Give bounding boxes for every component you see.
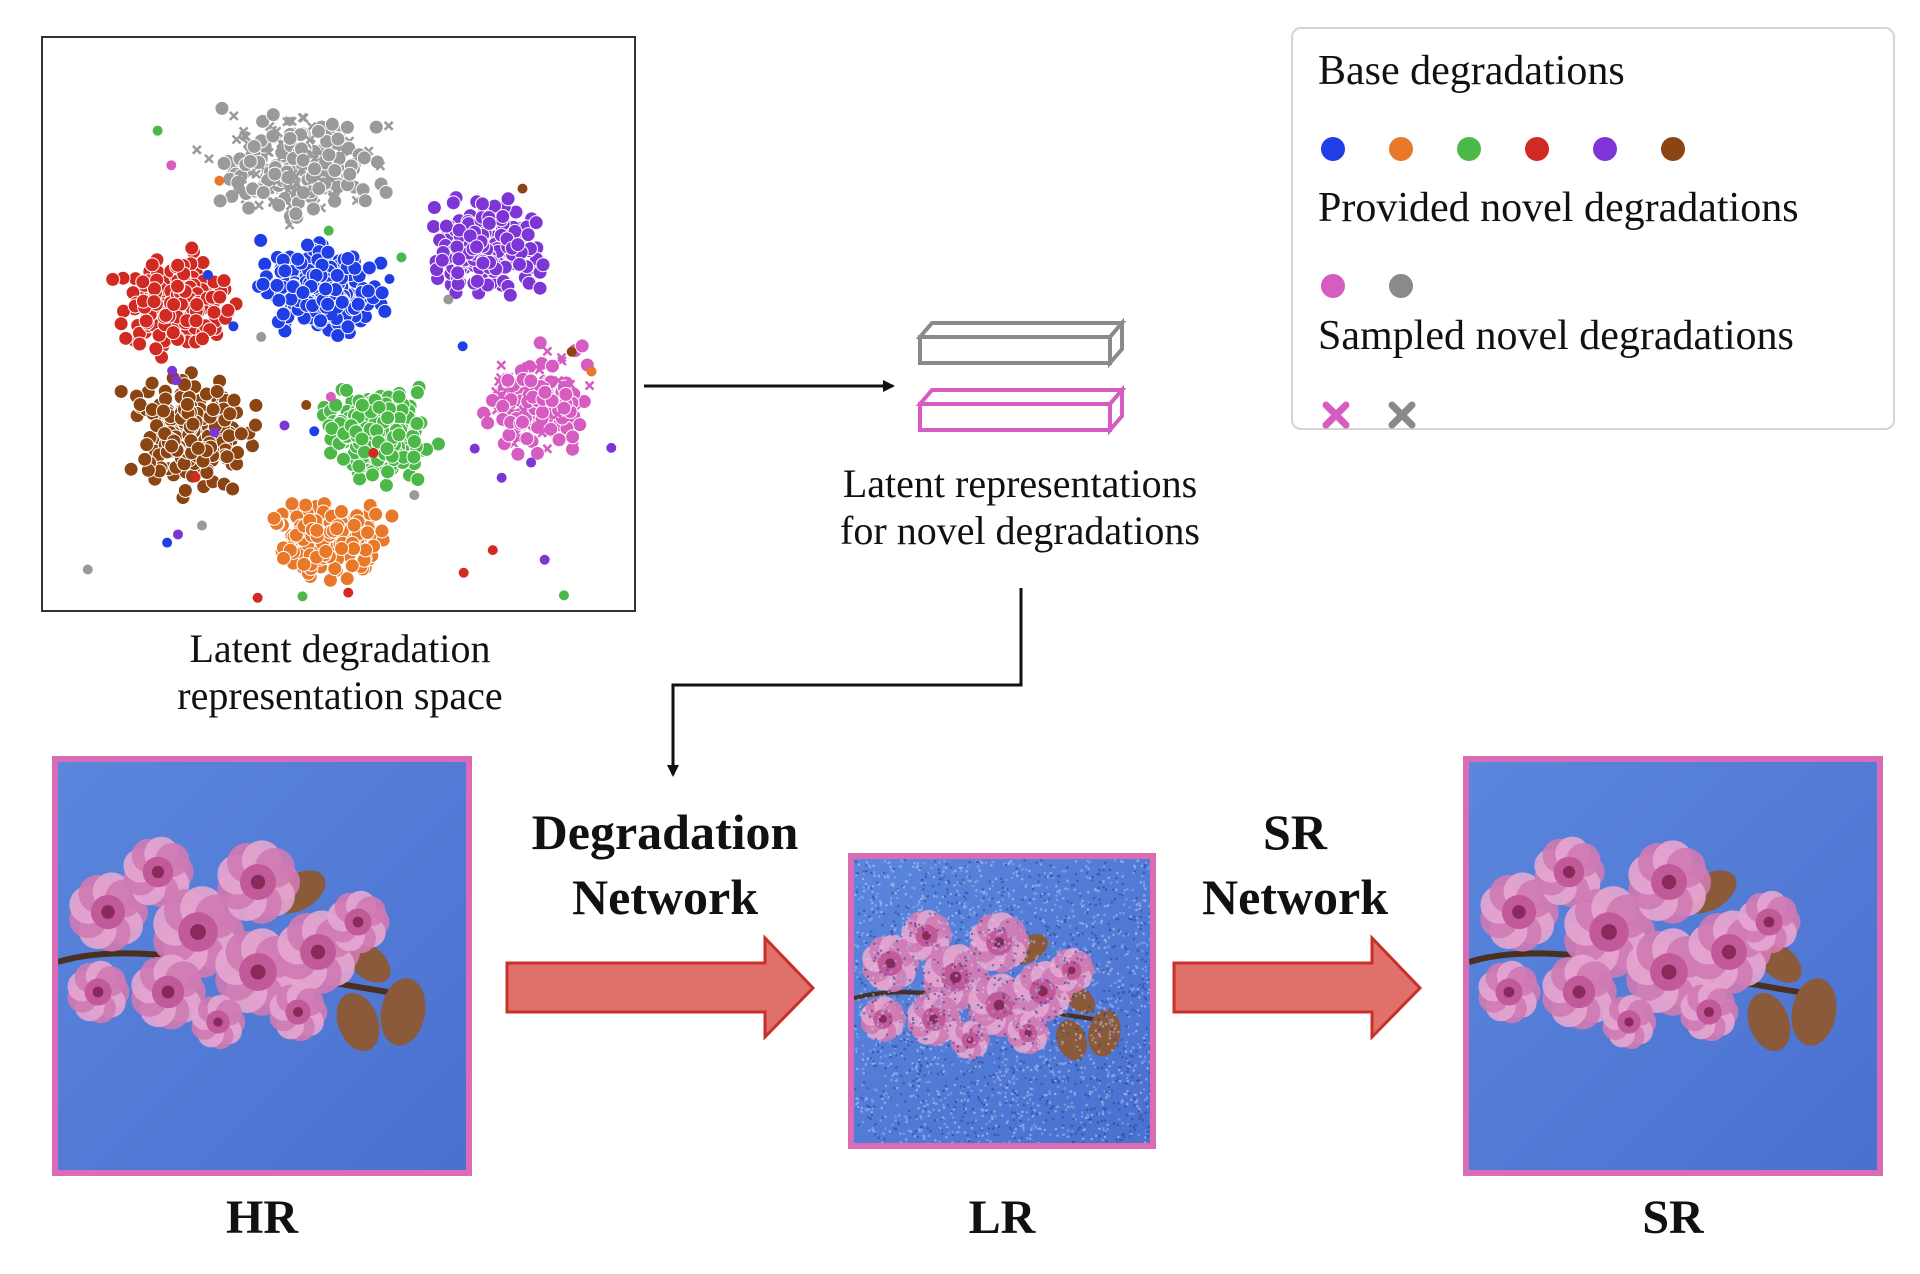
scatter-cluster xyxy=(266,496,400,588)
hr-label: HR xyxy=(226,1191,298,1244)
latent-caption: Latent representations for novel degrada… xyxy=(760,460,1280,554)
legend-dot-marker xyxy=(1389,137,1413,161)
scatter-caption-line2: representation space xyxy=(177,673,503,719)
legend-dot-marker xyxy=(1661,137,1685,161)
degradation-network-line2: Network xyxy=(571,869,759,925)
legend-dot-marker xyxy=(1593,137,1617,161)
lr-image xyxy=(848,853,1156,1149)
hr-image xyxy=(52,756,472,1176)
lr-blossom-picture xyxy=(854,859,1150,1143)
lr-label: LR xyxy=(968,1191,1036,1244)
scatter-points xyxy=(82,100,617,603)
latent-caption-line2: for novel degradations xyxy=(840,508,1200,554)
legend-provided-title: Provided novel degradations xyxy=(1318,185,1799,231)
degradation-red-arrow xyxy=(505,934,816,1041)
legend-dot-marker xyxy=(1321,274,1345,298)
legend-base-title: Base degradations xyxy=(1318,48,1625,94)
scatter-cluster xyxy=(191,100,394,230)
sr-network-label: SR Network xyxy=(1100,800,1490,930)
sr-blossom-picture xyxy=(1469,762,1877,1170)
degradation-network-line1: Degradation xyxy=(531,804,799,860)
scatter-cluster xyxy=(113,365,264,506)
sr-label: SR xyxy=(1642,1191,1704,1244)
scatter-cluster xyxy=(251,232,393,344)
latent-caption-line1: Latent representations xyxy=(842,461,1198,506)
hr-blossom-picture xyxy=(58,762,466,1170)
sr-network-line1: SR xyxy=(1263,804,1327,860)
legend-box: Base degradations Provided novel degrada… xyxy=(1291,27,1895,430)
legend-dot-marker xyxy=(1457,137,1481,161)
latent-to-degradation-arrow xyxy=(667,588,1023,777)
latent-bar-gray xyxy=(915,317,1127,369)
scatter-cluster xyxy=(476,335,595,462)
legend-sampled-title: Sampled novel degradations xyxy=(1318,313,1794,359)
legend-dot-marker xyxy=(1389,274,1413,298)
legend-dot-marker xyxy=(1321,137,1345,161)
sr-image xyxy=(1463,756,1883,1176)
scatter-caption-line1: Latent degradation xyxy=(189,626,491,671)
latent-space-scatter-plot xyxy=(41,36,636,612)
legend-cross-marker xyxy=(1322,401,1350,429)
legend-cross-marker xyxy=(1388,401,1416,429)
sr-network-line2: Network xyxy=(1201,869,1389,925)
sr-red-arrow xyxy=(1172,934,1423,1041)
scatter-canvas xyxy=(82,100,617,603)
legend-dot-marker xyxy=(1525,137,1549,161)
latent-bar-pink xyxy=(915,384,1127,436)
scatter-cluster xyxy=(315,379,446,493)
scatter-caption: Latent degradation representation space xyxy=(40,625,640,719)
degradation-network-label: Degradation Network xyxy=(465,800,865,930)
scatter-cluster xyxy=(105,240,244,365)
scatter-cluster xyxy=(426,190,551,303)
